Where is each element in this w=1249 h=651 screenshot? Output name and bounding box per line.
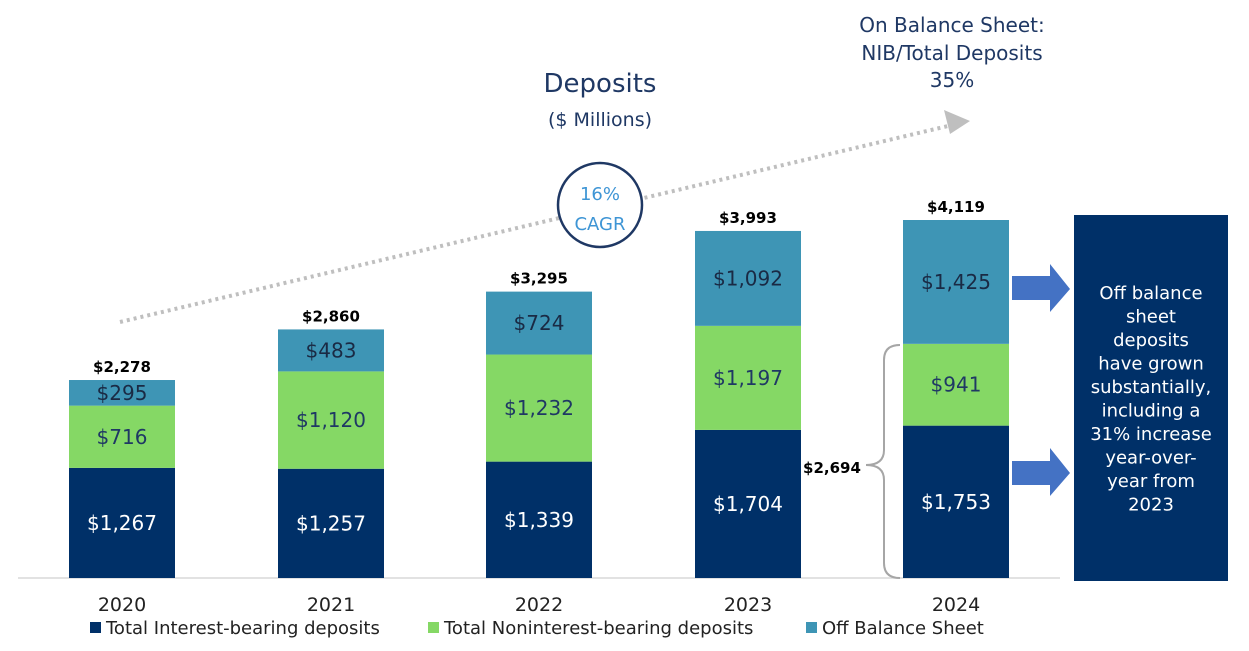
- bar-segment: [69, 380, 175, 406]
- segment-label: $1,339: [504, 508, 574, 532]
- bar-segment: [486, 461, 592, 578]
- x-tick-label: 2022: [515, 594, 563, 616]
- callout-line: have grown: [1098, 354, 1203, 375]
- on-balance-brace: $2,694: [803, 344, 901, 579]
- legend-swatch: [806, 622, 817, 633]
- legend-swatch: [90, 622, 101, 633]
- callout-line: year-over-: [1105, 448, 1196, 469]
- on-balance-annotation: On Balance Sheet: NIB/Total Deposits 35%: [859, 13, 1044, 92]
- cagr-badge: 16% CAGR: [556, 161, 644, 249]
- callout-line: deposits: [1113, 330, 1189, 351]
- callout-line: 2023: [1128, 495, 1174, 516]
- x-tick-label: 2020: [98, 594, 146, 616]
- segment-label: $1,257: [296, 511, 366, 535]
- bar-2022: $1,339 $1,232 $724 $3,295: [486, 270, 592, 578]
- on-balance-line-1: On Balance Sheet:: [859, 13, 1044, 37]
- x-axis-labels: 2020 2021 2022 2023 2024: [98, 594, 980, 616]
- bar-segment: [278, 468, 384, 578]
- total-label: $2,860: [302, 307, 360, 325]
- segment-label: $1,267: [87, 511, 157, 535]
- bar-2024: $1,753 $941 $1,425 $4,119: [903, 198, 1009, 578]
- segment-label: $1,704: [713, 492, 783, 516]
- bar-segment: [903, 343, 1009, 426]
- bar-segment: [695, 230, 801, 326]
- bar-segment: [278, 329, 384, 372]
- segment-label: $941: [931, 373, 982, 397]
- legend-label: Total Noninterest-bearing deposits: [443, 618, 753, 639]
- cagr-value: 16%: [580, 184, 620, 205]
- legend-label: Off Balance Sheet: [822, 618, 984, 639]
- cagr-label: CAGR: [574, 214, 625, 235]
- legend: Total Interest-bearing deposits Total Non…: [90, 618, 984, 639]
- chart-title: Deposits: [544, 69, 657, 99]
- bar-2023: $1,704 $1,197 $1,092 $3,993: [695, 209, 801, 578]
- callout-line: substantially,: [1091, 377, 1212, 398]
- arrow-right-icon: [1012, 264, 1070, 312]
- bar-2020: $1,267 $716 $295 $2,278: [69, 358, 175, 578]
- total-label: $3,993: [719, 209, 777, 227]
- total-label: $4,119: [927, 198, 985, 216]
- segment-label: $1,197: [713, 366, 783, 390]
- legend-item: Off Balance Sheet: [806, 618, 984, 639]
- bar-segment: [69, 467, 175, 578]
- bars: $1,267 $716 $295 $2,278 $1,257 $1,120 $483 $2,8…: [69, 198, 1009, 578]
- callout-arrows: [1012, 264, 1070, 496]
- on-balance-line-2: NIB/Total Deposits: [861, 41, 1042, 65]
- total-label: $3,295: [510, 270, 568, 288]
- callout-line: sheet: [1126, 307, 1176, 328]
- chart-subtitle: ($ Millions): [548, 109, 652, 131]
- legend-swatch: [428, 622, 439, 633]
- bar-segment: [486, 354, 592, 462]
- segment-label: $724: [514, 311, 565, 335]
- x-tick-label: 2021: [307, 594, 355, 616]
- segment-label: $1,753: [921, 490, 991, 514]
- bar-segment: [695, 325, 801, 430]
- bar-segment: [695, 429, 801, 578]
- segment-label: $295: [97, 381, 148, 405]
- x-tick-label: 2024: [932, 594, 980, 616]
- bar-segment: [278, 371, 384, 469]
- bar-segment: [69, 405, 175, 468]
- bar-segment: [486, 291, 592, 355]
- x-tick-label: 2023: [724, 594, 772, 616]
- legend-label: Total Interest-bearing deposits: [105, 618, 380, 639]
- callout-line: 31% increase: [1090, 424, 1212, 445]
- bar-segment: [903, 220, 1009, 344]
- segment-label: $1,120: [296, 408, 366, 432]
- segment-label: $1,092: [713, 266, 783, 290]
- segment-label: $1,425: [921, 270, 991, 294]
- arrow-right-icon: [1012, 448, 1070, 496]
- bar-segment: [903, 425, 1009, 578]
- legend-item: Total Noninterest-bearing deposits: [428, 618, 753, 639]
- bar-2021: $1,257 $1,120 $483 $2,860: [278, 307, 384, 578]
- legend-item: Total Interest-bearing deposits: [90, 618, 380, 639]
- callout-line: year from: [1107, 471, 1195, 492]
- total-label: $2,278: [93, 358, 151, 376]
- segment-label: $716: [97, 425, 148, 449]
- segment-label: $1,232: [504, 396, 574, 420]
- callout-line: Off balance: [1099, 283, 1202, 304]
- on-balance-line-3: 35%: [930, 68, 974, 92]
- callout-line: including a: [1102, 401, 1201, 422]
- on-balance-total: $2,694: [803, 459, 861, 477]
- segment-label: $483: [306, 338, 357, 362]
- growth-arrow: [119, 110, 970, 324]
